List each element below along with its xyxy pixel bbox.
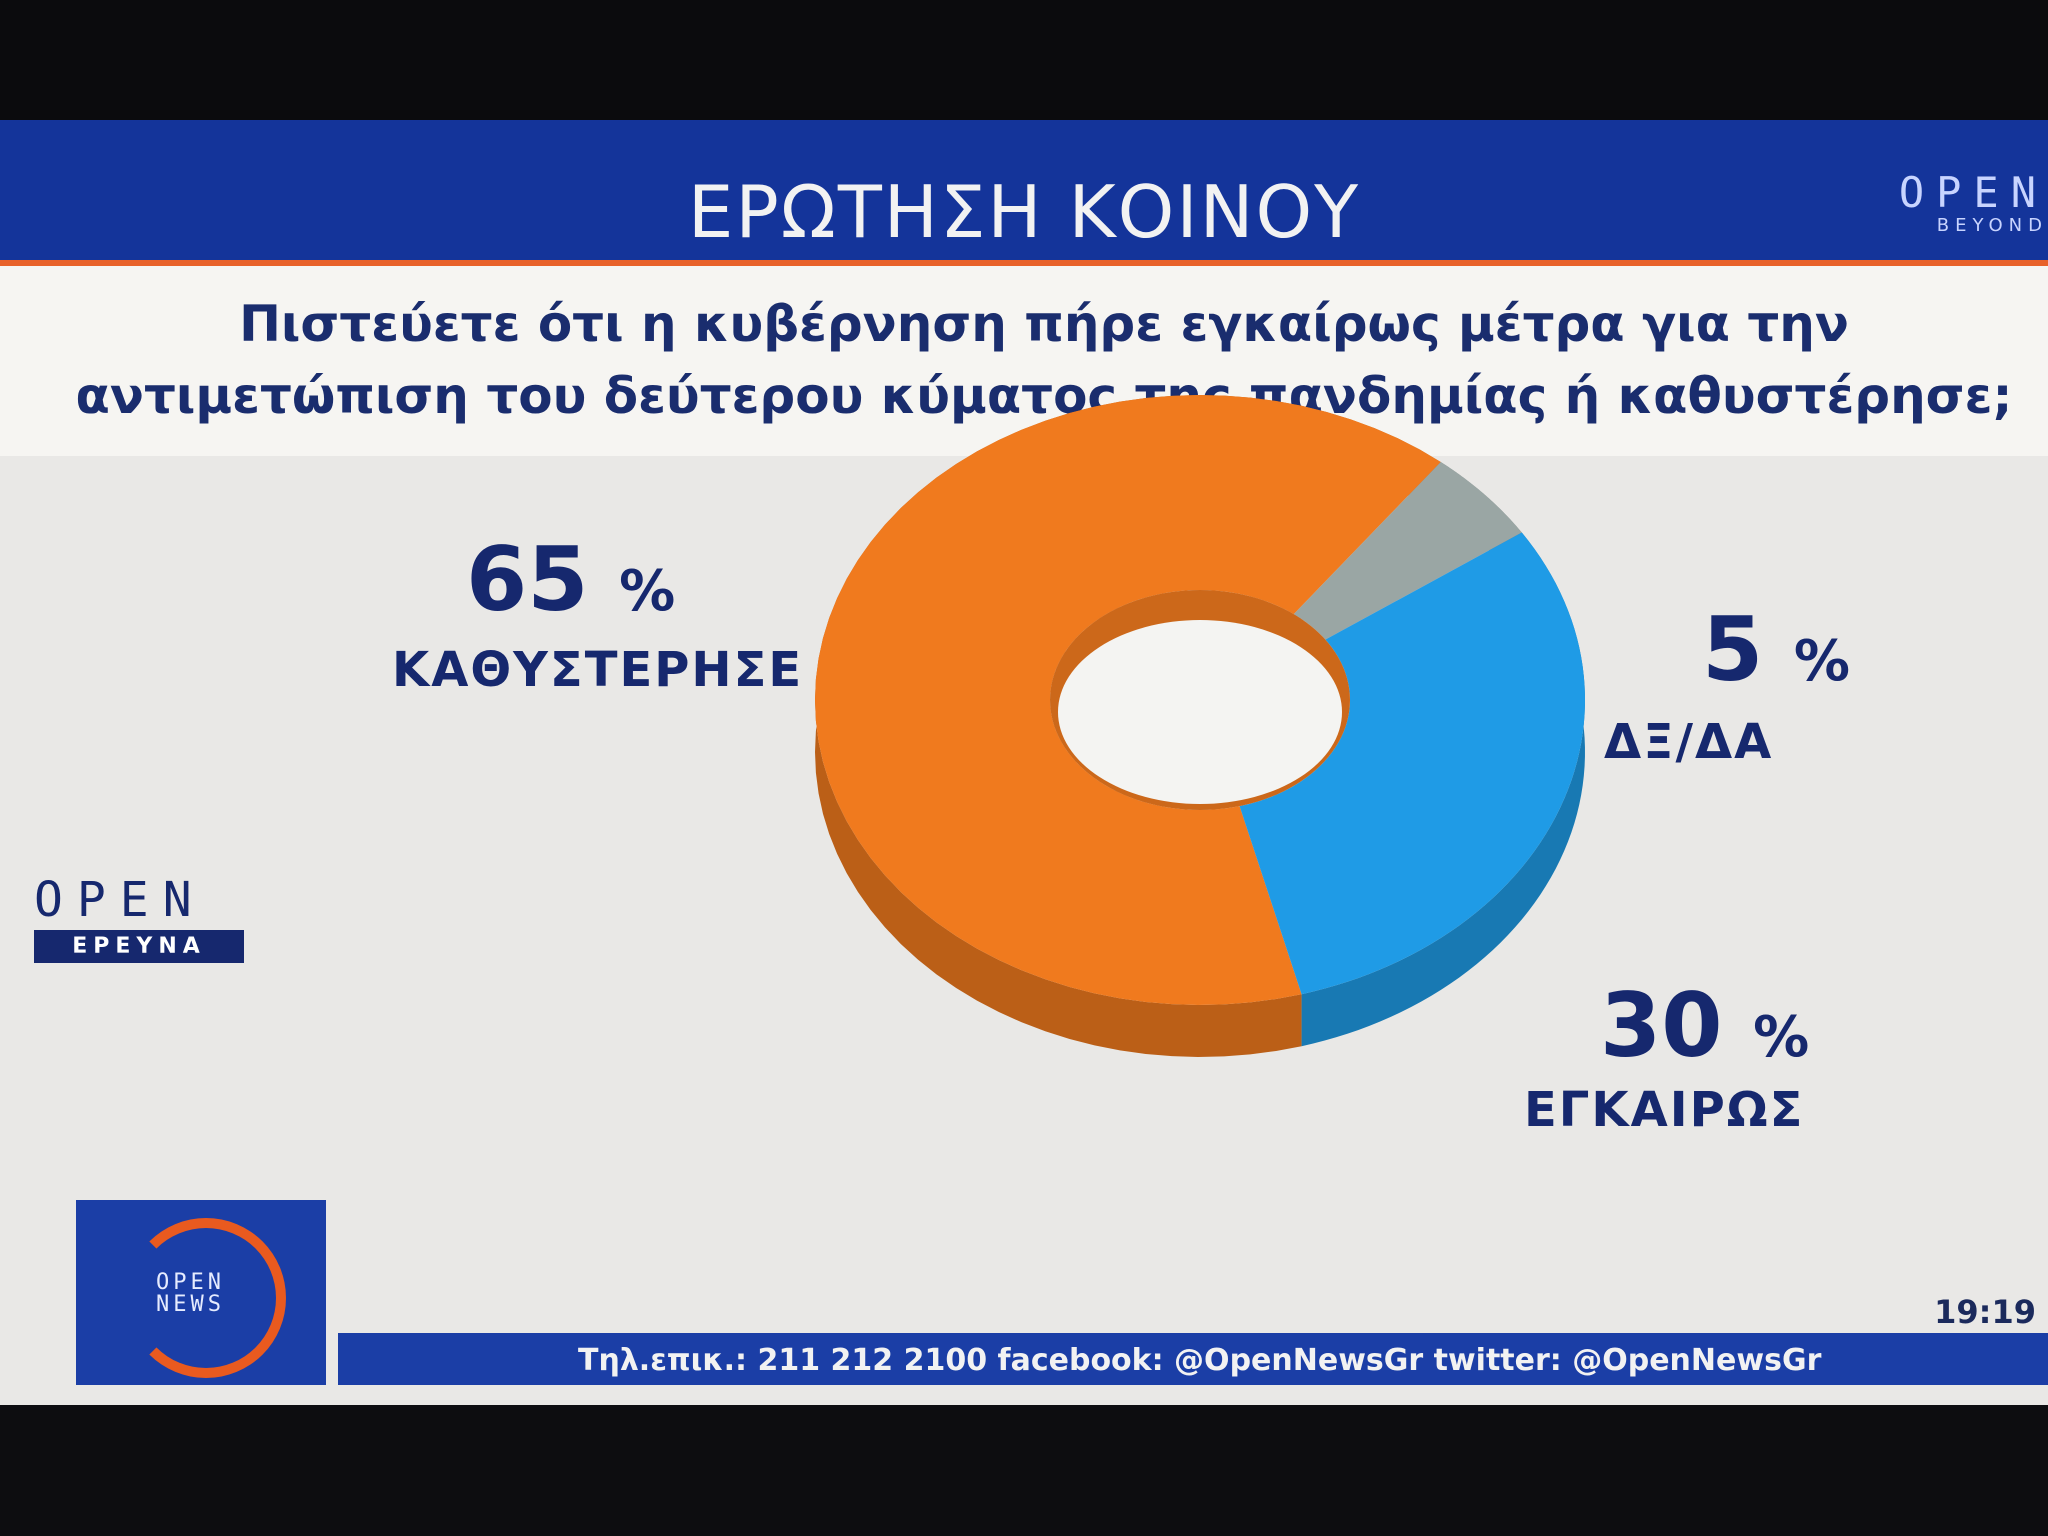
category-kathysterise: ΚΑΘΥΣΤΕΡΗΣΕ (392, 642, 804, 698)
open-beyond-logo: OPEN BEYOND (1888, 168, 2048, 236)
label-kathysterise: 65 % (466, 528, 675, 631)
logo-ring-icon (126, 1218, 286, 1378)
slice-1 (1293, 461, 1522, 640)
open-news-logo: OPEN NEWS (76, 1200, 326, 1385)
label-dx-da: 5 % (1702, 598, 1850, 701)
slice-0 (815, 395, 1441, 1005)
unit-egkairos: % (1753, 1005, 1810, 1070)
category-dx-da: ΔΞ/ΔΑ (1604, 714, 1774, 770)
donut-chart (815, 395, 1585, 1057)
question-panel: Πιστεύετε ότι η κυβέρνηση πήρε εγκαίρως … (0, 266, 2048, 456)
category-egkairos: ΕΓΚΑΙΡΩΣ (1524, 1082, 1805, 1138)
pct-egkairos: 30 % (1600, 974, 1809, 1077)
tv-screen: ΕΡΩΤΗΣΗ ΚΟΙΝΟΥ OPEN BEYOND Πιστεύετε ότι… (0, 120, 2048, 1405)
open-ereyna-logo: OPEN ΕΡΕΥΝΑ (34, 872, 244, 963)
ticker-info: Τηλ.επικ.: 211 212 2100 facebook: @OpenN… (578, 1343, 1822, 1378)
value-dx-da: 5 (1702, 598, 1764, 701)
label-egkairos: 30 % (1600, 974, 1809, 1077)
donut-hole (1058, 620, 1342, 804)
clock-time: 19:19 (1934, 1293, 2036, 1331)
news-logo-line2: NEWS (156, 1292, 225, 1317)
ereyna-label: ΕΡΕΥΝΑ (34, 930, 244, 963)
pct-dx-da: 5 % (1702, 598, 1850, 701)
unit-dx-da: % (1793, 629, 1850, 694)
news-logo-line1: OPEN (156, 1270, 225, 1295)
slice-2 (1239, 532, 1585, 995)
tv-bezel (0, 1405, 2048, 1536)
value-kathysterise: 65 (466, 528, 589, 631)
news-logo-text: OPEN NEWS (156, 1272, 225, 1316)
logo-open-text: OPEN (1898, 168, 2048, 217)
unit-kathysterise: % (619, 559, 676, 624)
banner-title: ΕΡΩΤΗΣΗ ΚΟΙΝΟΥ (687, 170, 1361, 254)
pct-kathysterise: 65 % (466, 528, 675, 631)
value-egkairos: 30 (1600, 974, 1723, 1077)
ereyna-open-text: OPEN (34, 872, 206, 928)
logo-beyond-text: BEYOND (1936, 215, 2048, 236)
ticker-bar: Τηλ.επικ.: 211 212 2100 facebook: @OpenN… (338, 1293, 2048, 1385)
slice-wall-2 (1301, 532, 1585, 1047)
question-text: Πιστεύετε ότι η κυβέρνηση πήρε εγκαίρως … (75, 295, 2013, 425)
title-banner: ΕΡΩΤΗΣΗ ΚΟΙΝΟΥ OPEN BEYOND (0, 120, 2048, 266)
